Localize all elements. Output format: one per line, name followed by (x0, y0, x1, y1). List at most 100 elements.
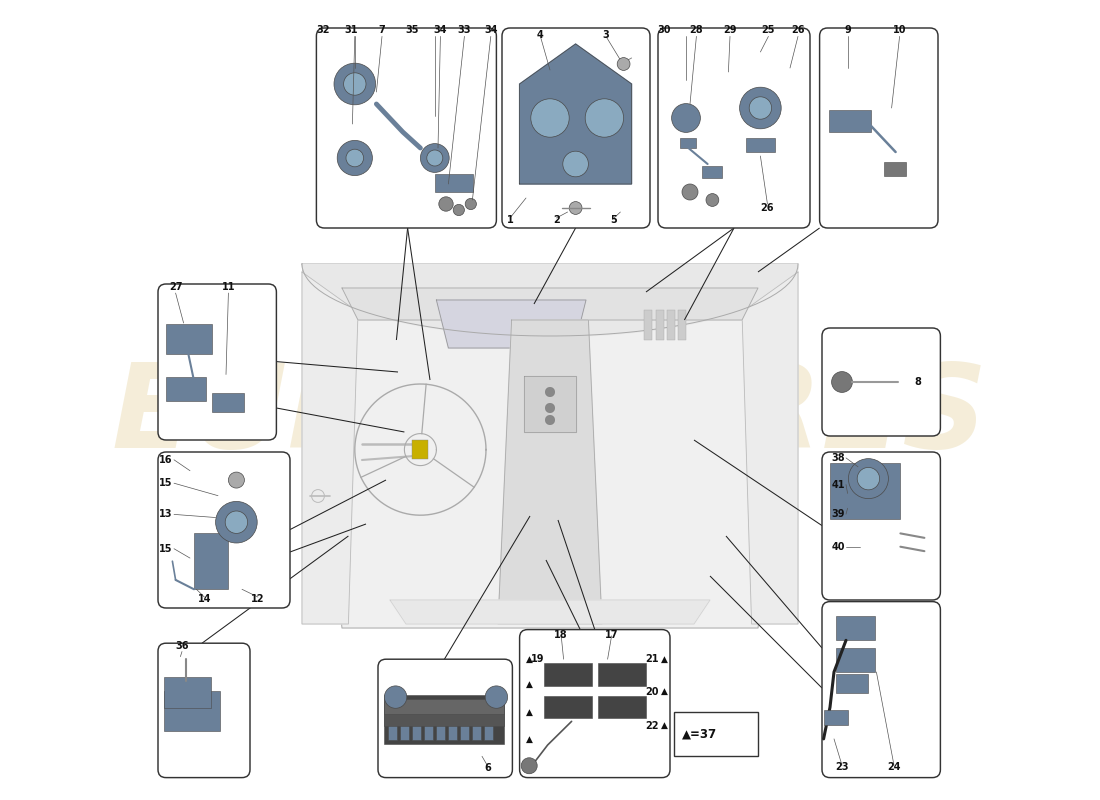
Circle shape (546, 415, 554, 425)
Circle shape (343, 73, 366, 95)
FancyBboxPatch shape (317, 28, 496, 228)
Bar (384, 699, 505, 714)
Bar (830, 462, 901, 518)
Text: 29: 29 (724, 25, 737, 35)
Circle shape (229, 472, 244, 488)
Bar (437, 706, 446, 740)
Bar (836, 674, 868, 693)
Text: 31: 31 (344, 25, 358, 35)
Text: 19: 19 (530, 654, 544, 664)
Circle shape (706, 194, 718, 206)
Bar (166, 324, 212, 354)
Circle shape (384, 686, 407, 708)
Text: 27: 27 (169, 282, 183, 292)
Circle shape (617, 58, 630, 70)
Text: ▲: ▲ (526, 680, 532, 689)
Text: 8: 8 (914, 377, 921, 387)
Bar (598, 663, 646, 686)
Text: 5: 5 (610, 215, 617, 226)
Bar (212, 393, 244, 412)
Bar (412, 706, 421, 740)
Circle shape (857, 467, 880, 490)
Text: 11: 11 (222, 282, 235, 292)
Bar (425, 706, 433, 740)
FancyBboxPatch shape (822, 328, 940, 436)
Text: 36: 36 (175, 642, 189, 651)
Bar (667, 310, 674, 340)
Bar (384, 695, 505, 745)
Text: 32: 32 (316, 25, 330, 35)
Bar (164, 690, 220, 730)
FancyBboxPatch shape (820, 28, 938, 228)
Bar (472, 706, 481, 740)
Text: 30: 30 (658, 25, 671, 35)
Text: 22: 22 (645, 721, 659, 731)
Text: 39: 39 (832, 509, 845, 519)
Text: 38: 38 (832, 453, 845, 463)
Circle shape (848, 458, 889, 498)
Circle shape (334, 63, 375, 105)
Bar (836, 648, 874, 672)
Circle shape (531, 98, 569, 138)
Text: 24: 24 (888, 762, 901, 772)
Circle shape (453, 204, 464, 215)
Text: EUROSPARES: EUROSPARES (112, 358, 988, 474)
Circle shape (465, 198, 476, 210)
Text: 26: 26 (791, 25, 805, 35)
Bar (194, 534, 228, 590)
Text: ▲: ▲ (661, 722, 668, 730)
Circle shape (672, 104, 701, 132)
Text: 13: 13 (160, 510, 173, 519)
Circle shape (427, 150, 443, 166)
Bar (166, 377, 206, 401)
Text: 26: 26 (761, 203, 774, 213)
Polygon shape (302, 264, 798, 628)
Bar (484, 706, 493, 740)
Polygon shape (742, 272, 797, 624)
Bar (543, 696, 592, 718)
Text: 17: 17 (605, 630, 618, 640)
Text: ▲: ▲ (526, 734, 532, 744)
Text: ▲: ▲ (526, 654, 532, 664)
FancyBboxPatch shape (378, 659, 513, 778)
Bar (384, 702, 505, 726)
Circle shape (682, 184, 698, 200)
Bar (543, 663, 592, 686)
Text: 40: 40 (832, 542, 845, 552)
Circle shape (569, 202, 582, 214)
Polygon shape (525, 376, 575, 432)
FancyBboxPatch shape (674, 712, 758, 756)
Text: 21: 21 (645, 654, 659, 664)
Bar (883, 162, 906, 176)
Text: 33: 33 (458, 25, 471, 35)
FancyBboxPatch shape (822, 602, 940, 778)
Text: ▲=37: ▲=37 (682, 727, 717, 740)
Text: 20: 20 (645, 686, 659, 697)
Text: 35: 35 (406, 25, 419, 35)
Bar (400, 706, 409, 740)
Circle shape (546, 387, 554, 397)
Circle shape (563, 151, 589, 177)
Circle shape (439, 197, 453, 211)
Text: 25: 25 (761, 25, 776, 35)
Text: 34: 34 (484, 25, 497, 35)
Circle shape (832, 371, 852, 393)
Text: 28: 28 (690, 25, 703, 35)
Bar (434, 174, 473, 192)
Bar (645, 310, 652, 340)
Polygon shape (519, 44, 631, 184)
Circle shape (226, 511, 248, 534)
Bar (681, 138, 696, 148)
FancyBboxPatch shape (158, 284, 276, 440)
Bar (746, 138, 774, 152)
Bar (598, 696, 646, 718)
Polygon shape (302, 272, 358, 624)
Text: 23: 23 (835, 762, 849, 772)
FancyBboxPatch shape (502, 28, 650, 228)
Text: 12: 12 (251, 594, 265, 604)
FancyBboxPatch shape (519, 630, 670, 778)
Circle shape (338, 141, 373, 176)
Circle shape (585, 98, 624, 138)
Circle shape (420, 143, 449, 172)
Bar (656, 310, 663, 340)
